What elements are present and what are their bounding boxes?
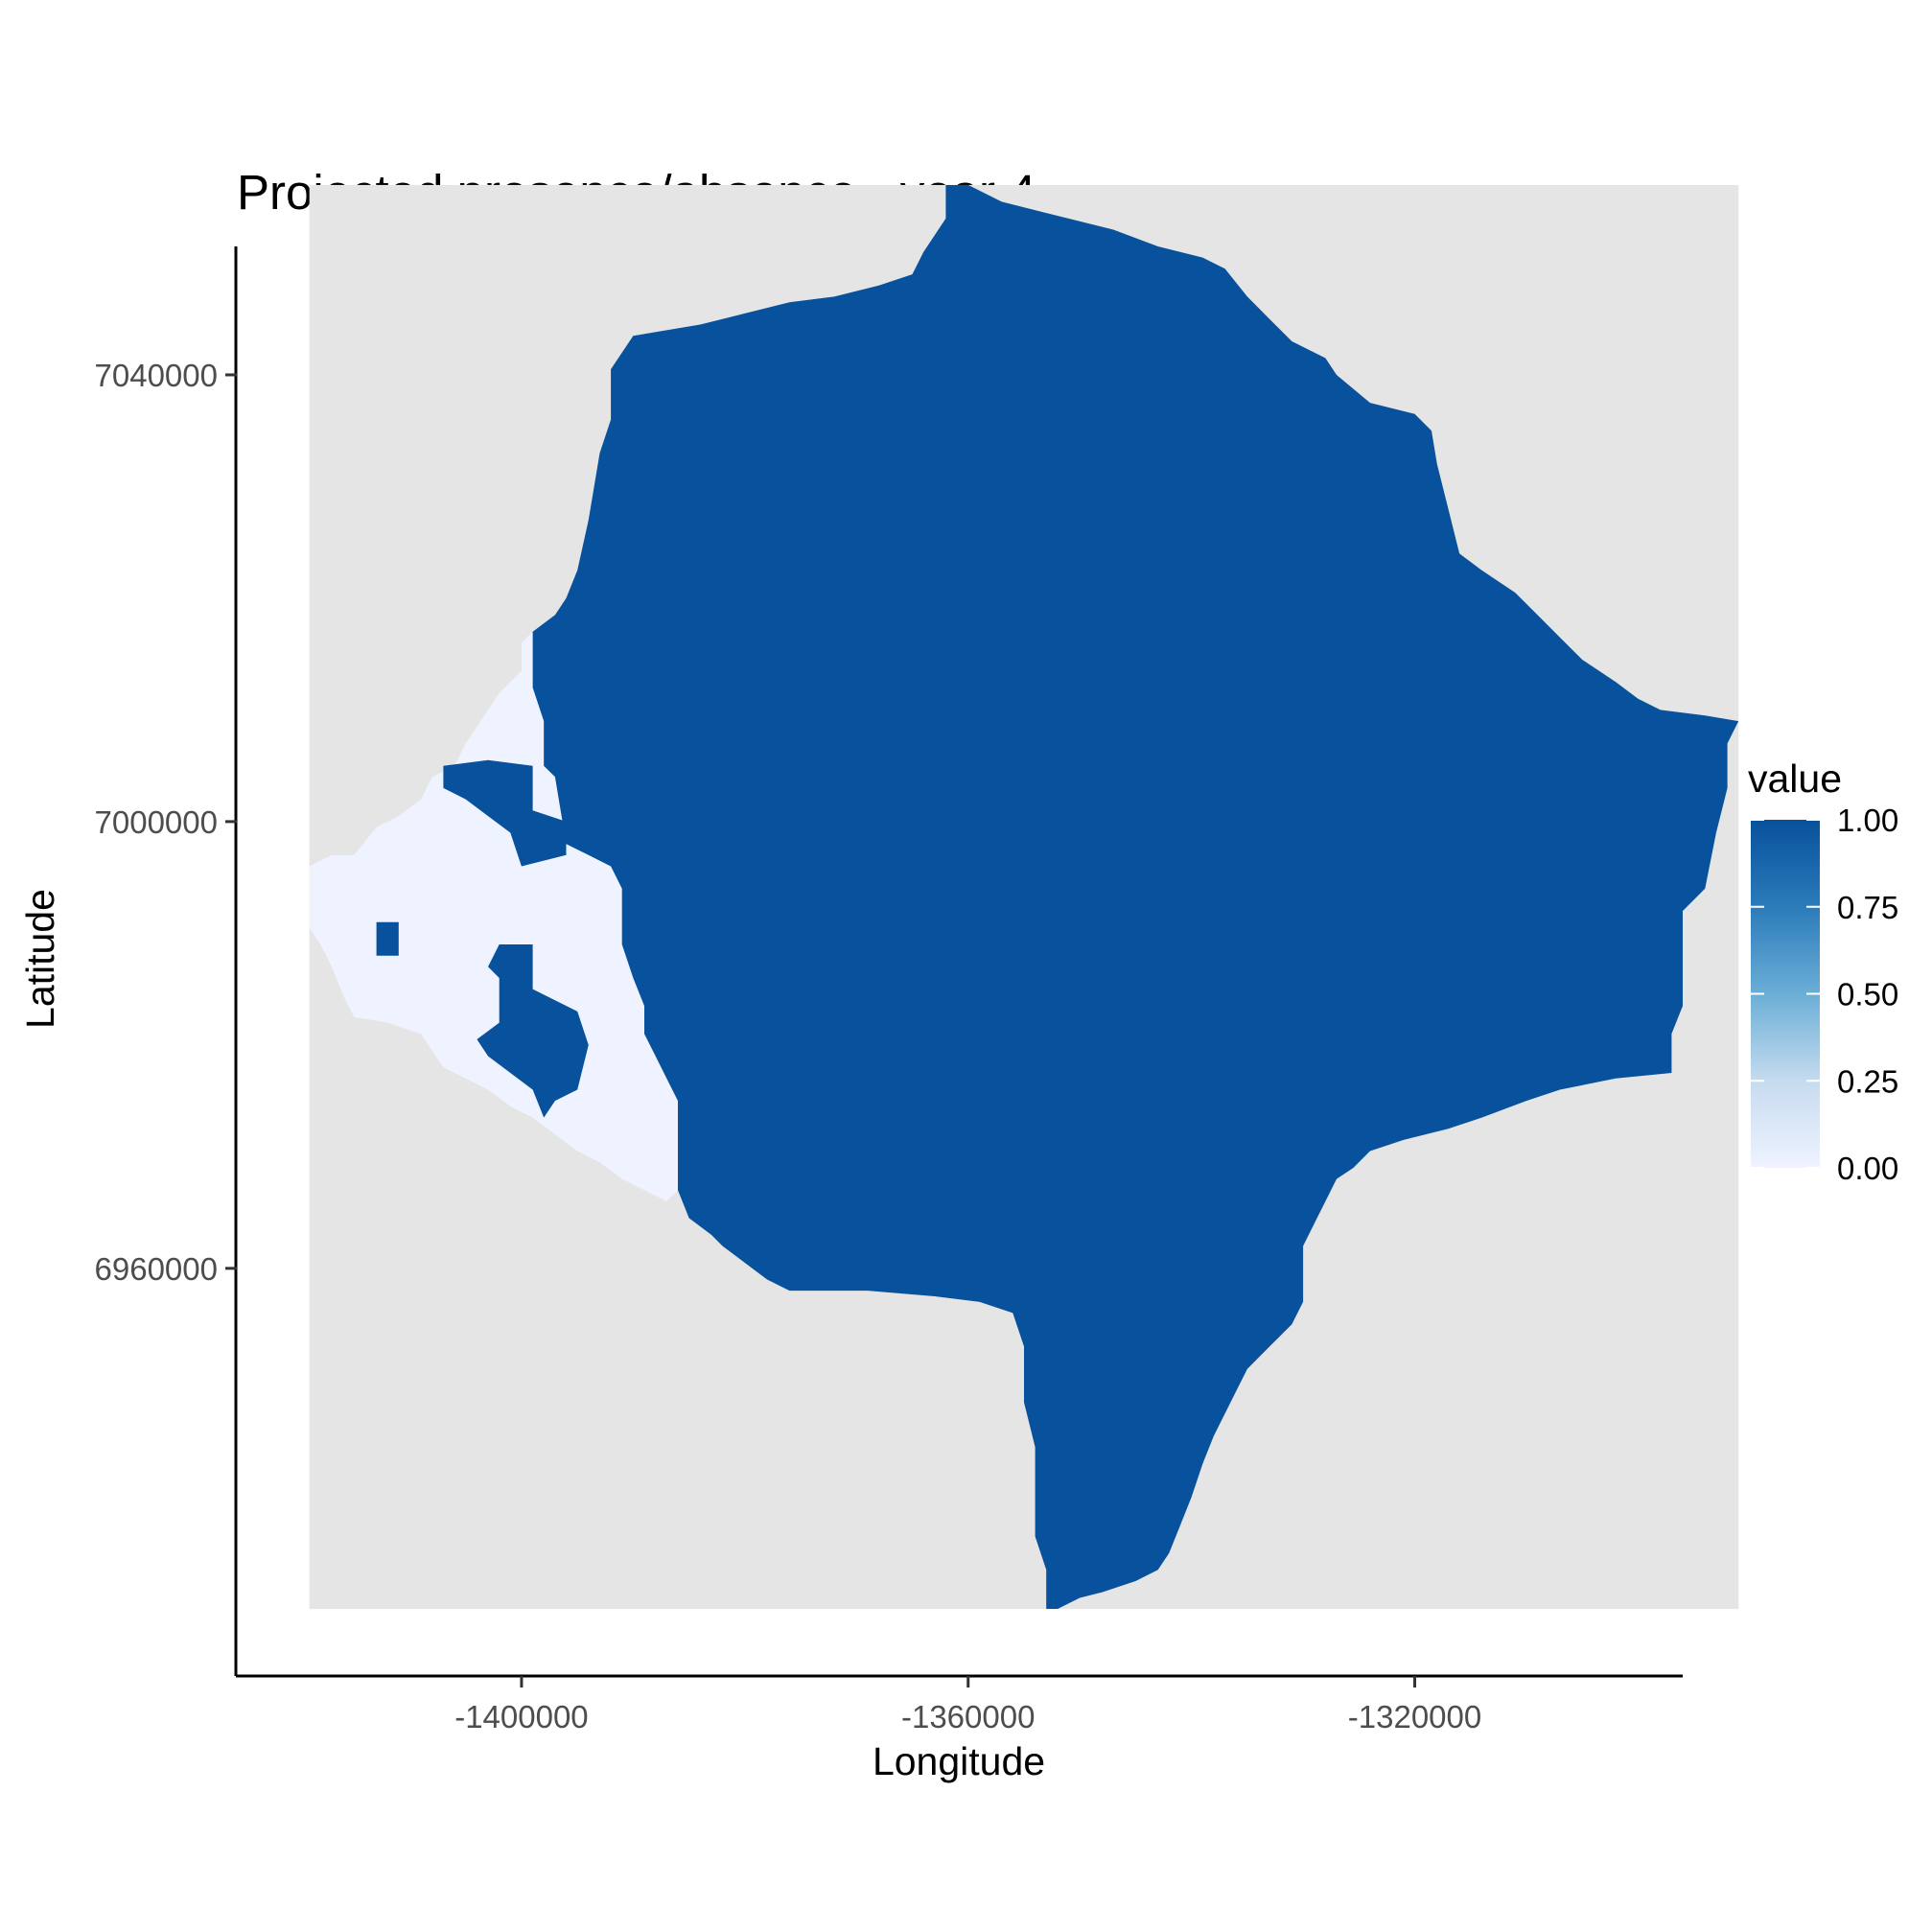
x-axis-title: Longitude <box>873 1739 1045 1783</box>
x-axis-ticks: -1400000 -1360000 -1320000 <box>454 1676 1481 1734</box>
x-tick-label-3: -1320000 <box>1348 1699 1481 1734</box>
legend-label-5: 0.00 <box>1837 1151 1898 1186</box>
plot-panel <box>309 184 1739 1610</box>
absence-region <box>309 631 678 1201</box>
y-tick-label-1: 7040000 <box>95 358 218 393</box>
presence-region <box>532 184 1739 1610</box>
legend-label-2: 0.75 <box>1837 890 1898 925</box>
legend-title: value <box>1748 757 1842 801</box>
legend-ticks: 1.00 0.75 0.50 0.25 0.00 <box>1751 803 1898 1186</box>
y-axis-title: Latitude <box>18 889 62 1029</box>
x-tick-label-1: -1400000 <box>454 1699 588 1734</box>
legend-label-3: 0.50 <box>1837 977 1898 1013</box>
presence-island-3 <box>477 944 589 1118</box>
presence-islands <box>376 759 589 1118</box>
legend-label-4: 0.25 <box>1837 1063 1898 1099</box>
presence-island-1 <box>443 759 567 867</box>
legend-label-1: 1.00 <box>1837 803 1898 838</box>
y-axis-ticks: 7040000 7000000 6960000 <box>95 358 237 1287</box>
presence-island-2 <box>376 921 399 956</box>
y-tick-label-3: 6960000 <box>95 1251 218 1287</box>
color-legend: value 1.00 0.75 0.50 0.25 0.00 <box>1748 757 1898 1186</box>
y-tick-label-2: 7000000 <box>95 804 218 840</box>
x-tick-label-2: -1360000 <box>901 1699 1035 1734</box>
